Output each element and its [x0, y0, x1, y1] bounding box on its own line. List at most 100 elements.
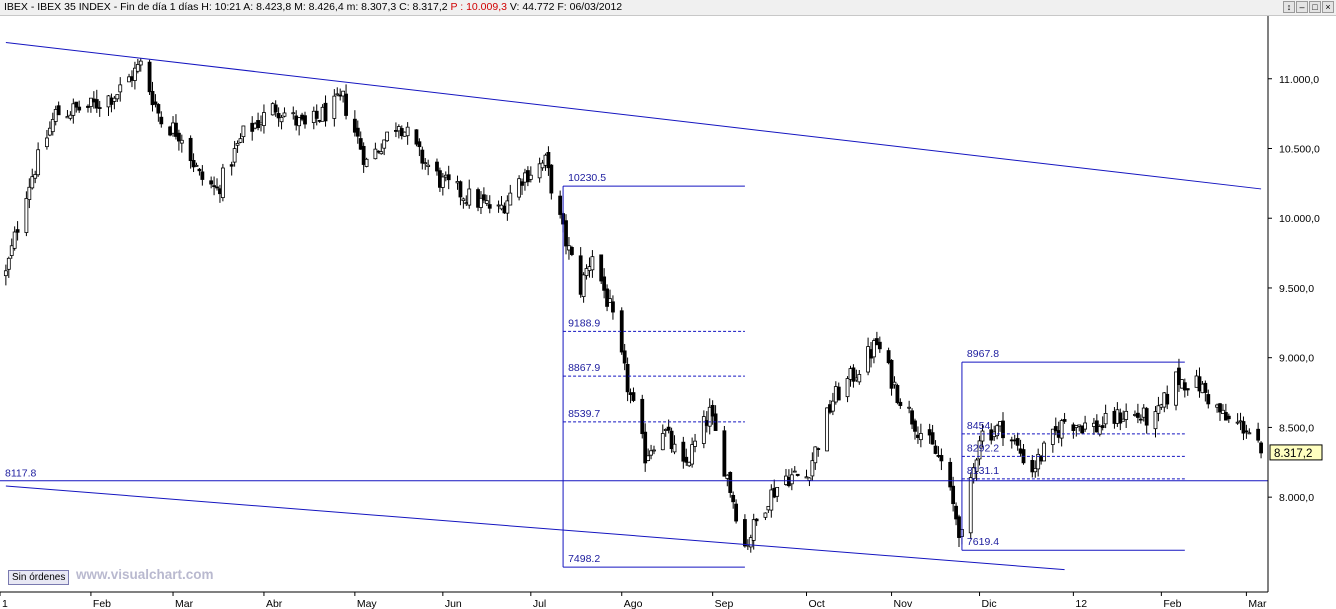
candle-body — [461, 198, 466, 202]
candle-body — [836, 386, 841, 401]
candle-body — [830, 400, 835, 412]
candle-body — [118, 84, 123, 93]
candle-body — [1174, 371, 1178, 406]
candle-body — [238, 138, 243, 143]
last-price-box — [1269, 444, 1323, 461]
restore-arrows-icon[interactable]: ↕ — [1283, 1, 1295, 13]
candle-body — [24, 198, 29, 233]
candle-body — [279, 116, 284, 123]
minimize-button[interactable]: – — [1296, 1, 1308, 13]
candle-body — [569, 247, 574, 255]
candle-body — [1247, 432, 1252, 435]
time-tick-label: Feb — [1163, 598, 1181, 609]
candle-body — [27, 186, 32, 200]
fibo-level-label: 8131.1 — [967, 465, 999, 477]
candle-body — [297, 117, 302, 127]
candle-body — [669, 430, 674, 450]
candle-body — [232, 148, 237, 163]
quote-summary: IBEX - IBEX 35 INDEX - Fin de día 1 días… — [4, 1, 622, 13]
candle-body — [440, 176, 445, 188]
candle-body — [517, 178, 521, 198]
candle-body — [344, 93, 348, 116]
candle-body — [314, 110, 319, 119]
candle-body — [150, 90, 155, 106]
candle-body — [954, 505, 958, 520]
candle-body — [605, 288, 609, 307]
candle-body — [792, 470, 797, 473]
candle-body — [913, 420, 917, 432]
candle-body — [751, 519, 756, 541]
candle-body — [889, 359, 894, 389]
price-tick-label: 8.000,0 — [1279, 492, 1314, 504]
time-tick-label: Dic — [982, 598, 997, 609]
candle-body — [341, 90, 346, 97]
orders-status-button[interactable]: Sin órdenes — [8, 570, 70, 585]
maximize-button[interactable]: □ — [1309, 1, 1321, 13]
candle-body — [1153, 411, 1158, 430]
candle-body — [364, 158, 369, 167]
candle-body — [537, 163, 542, 179]
candle-body — [528, 174, 533, 180]
support-line-label: 8117.8 — [5, 468, 36, 480]
candle-body — [980, 430, 985, 442]
candle-body — [813, 446, 818, 464]
candle-body — [1135, 412, 1140, 418]
candle-body — [188, 137, 193, 162]
price-tick-label: 9.000,0 — [1279, 353, 1314, 365]
candle-body — [948, 461, 953, 488]
candle-body — [282, 112, 287, 117]
axes-layer: 11.000,0 10.500,0 10.000,0 9.500,0 9.000,0 8.… — [0, 16, 1323, 609]
candle-body — [276, 113, 281, 119]
candle-body — [608, 298, 612, 303]
fibo-low-label: 7619.4 — [967, 536, 999, 548]
candle-body — [355, 127, 360, 137]
price-tick-label: 9.500,0 — [1279, 283, 1314, 295]
candle-body — [6, 257, 11, 270]
candle-body — [373, 148, 378, 160]
candlestick-chart[interactable]: 8117.8 10230.5 7498.2 9188.9 8867.9 8539.7 896… — [0, 16, 1336, 609]
candle-body — [1050, 428, 1055, 445]
candle-body — [420, 149, 425, 164]
candle-body — [12, 231, 17, 249]
candle-body — [611, 301, 615, 313]
candle-body — [520, 181, 524, 186]
close-button[interactable]: × — [1322, 1, 1334, 13]
candle-body — [435, 161, 439, 172]
candle-body — [487, 204, 492, 209]
candle-body — [649, 450, 653, 456]
candle-body — [1033, 468, 1038, 473]
candle-body — [660, 433, 665, 451]
candle-body — [872, 340, 876, 358]
candle-body — [646, 455, 651, 461]
candle-body — [174, 122, 178, 137]
fibo-high-label: 10230.5 — [568, 172, 606, 184]
candle-body — [33, 174, 38, 179]
candle-body — [273, 104, 278, 113]
candle-body — [508, 192, 513, 206]
candle-body — [825, 407, 829, 452]
candle-body — [590, 256, 595, 271]
candle-body — [895, 385, 900, 403]
candle-body — [775, 486, 780, 497]
candle-body — [335, 93, 340, 96]
quote-previous-close: P : 10.009,3 — [450, 1, 507, 13]
candle-body — [30, 176, 35, 189]
candle-body — [807, 477, 812, 481]
candle-body — [191, 160, 196, 168]
time-tick-label: Abr — [266, 598, 283, 609]
candle-body — [417, 141, 422, 148]
time-tick-label: Jun — [445, 598, 462, 609]
candle-body — [147, 61, 152, 93]
candle-body — [951, 485, 956, 505]
candle-body — [484, 200, 489, 204]
candle-body — [722, 430, 727, 477]
candle-body — [734, 503, 739, 522]
candle-body — [1001, 420, 1005, 439]
candle-body — [212, 185, 216, 188]
candle-body — [558, 195, 563, 215]
candle-body — [816, 448, 821, 450]
candle-body — [50, 119, 55, 133]
candle-body — [138, 60, 143, 66]
candle-body — [68, 114, 73, 119]
fibo-low-label: 7498.2 — [568, 553, 600, 565]
